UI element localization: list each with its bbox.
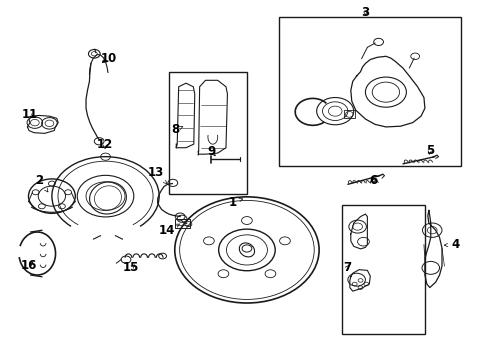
Text: 16: 16 bbox=[21, 259, 37, 272]
Text: 8: 8 bbox=[171, 123, 183, 136]
Text: 9: 9 bbox=[207, 145, 215, 158]
Text: 4: 4 bbox=[444, 238, 458, 251]
Text: 11: 11 bbox=[22, 108, 38, 121]
Text: 13: 13 bbox=[147, 166, 167, 184]
Bar bbox=[343, 111, 354, 118]
Text: 1: 1 bbox=[228, 196, 242, 209]
Text: 7: 7 bbox=[342, 261, 350, 274]
Bar bbox=[175, 220, 189, 228]
Text: 12: 12 bbox=[97, 138, 113, 151]
Text: 6: 6 bbox=[369, 174, 377, 186]
Bar bbox=[168, 72, 246, 194]
Text: 2: 2 bbox=[35, 174, 48, 192]
Text: 10: 10 bbox=[101, 52, 117, 65]
Text: 5: 5 bbox=[425, 144, 433, 157]
Text: 15: 15 bbox=[123, 261, 139, 274]
Bar bbox=[278, 17, 461, 166]
Text: 14: 14 bbox=[158, 224, 180, 238]
Bar bbox=[341, 205, 424, 334]
Text: 3: 3 bbox=[361, 6, 369, 19]
